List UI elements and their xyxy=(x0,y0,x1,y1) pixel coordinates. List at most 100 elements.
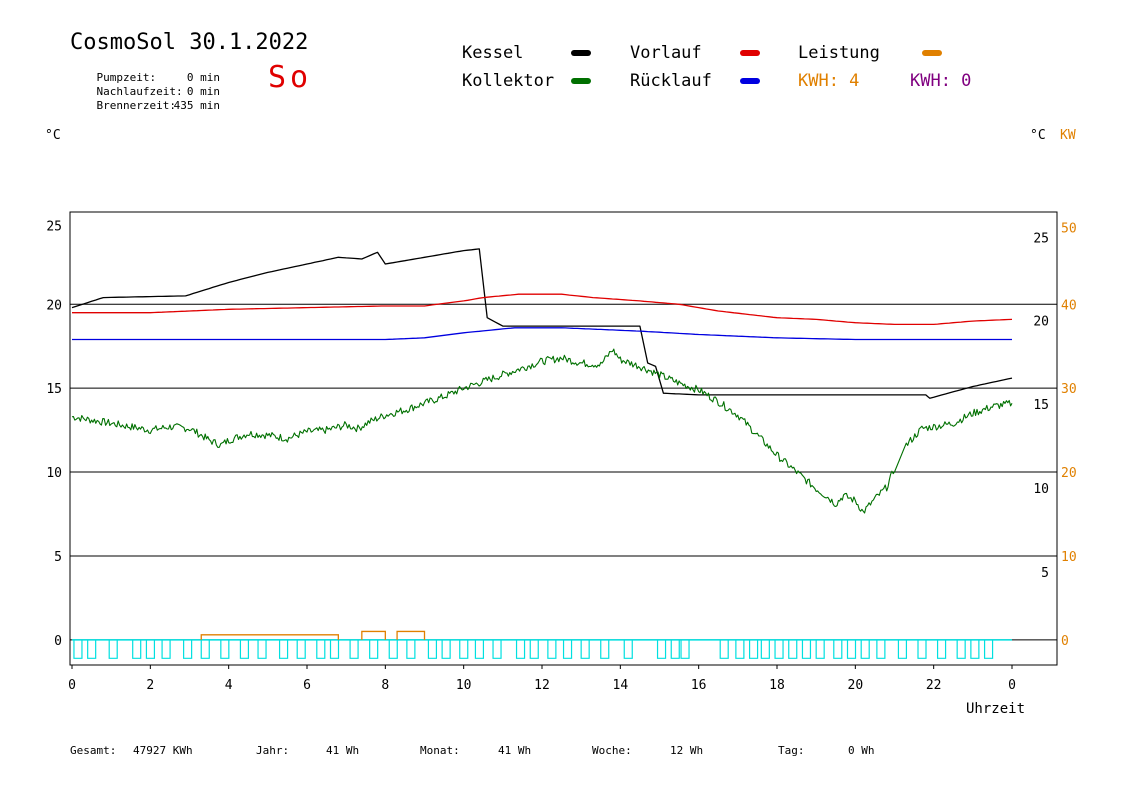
stat-nachlaufzeit: Nachlaufzeit: 0 min xyxy=(96,85,221,98)
unit-right-celsius: °C xyxy=(1030,128,1046,143)
chart-series xyxy=(71,248,1013,659)
x-tick-label: 0 xyxy=(1008,678,1016,693)
stat-label: Pumpzeit: xyxy=(96,71,157,84)
series-kessel xyxy=(71,248,1013,399)
footer-tag-label: Tag: xyxy=(778,744,805,757)
series-vorlauf xyxy=(72,293,1013,326)
footer-gesamt-label: Gesamt: xyxy=(70,744,117,757)
y-tick-right-temp: 25 xyxy=(1033,231,1049,246)
pump-pulse xyxy=(815,639,825,659)
pump-pulse xyxy=(788,639,798,659)
y-tick-right-kw: 0 xyxy=(1061,634,1069,649)
x-tick-label: 0 xyxy=(68,678,76,693)
pump-pulse xyxy=(529,639,539,659)
y-tick-right-temp: 15 xyxy=(1033,398,1049,413)
pump-pulse xyxy=(876,639,886,659)
pump-pulse xyxy=(474,639,485,659)
legend-kessel: Kessel xyxy=(462,43,524,63)
legend-kwh-second: KWH: 0 xyxy=(910,71,972,91)
y-tick-right-temp: 10 xyxy=(1033,482,1049,497)
stat-label: Brennerzeit: xyxy=(96,99,176,112)
legend-swatch-kessel xyxy=(571,50,591,56)
pump-pulse xyxy=(132,639,142,659)
footer-woche-value: 12 Wh xyxy=(670,744,704,757)
pump-pulse xyxy=(600,639,610,659)
pump-pulse xyxy=(774,639,784,659)
footer-jahr-label: Jahr: xyxy=(256,744,290,757)
pump-pulse xyxy=(296,639,306,659)
legend-swatch-vorlauf xyxy=(740,50,760,56)
pump-pulse xyxy=(917,639,927,659)
pump-pulse xyxy=(735,639,745,659)
footer-monat-label: Monat: xyxy=(420,744,460,757)
x-tick-label: 2 xyxy=(146,678,154,693)
y-tick-left: 5 xyxy=(54,550,62,565)
x-tick-label: 20 xyxy=(848,678,864,693)
pump-pulse xyxy=(183,639,193,659)
legend-ruecklauf: Rücklauf xyxy=(630,71,712,91)
pump-pulse xyxy=(239,639,250,659)
pump-pulse xyxy=(349,639,359,659)
pump-pulse xyxy=(670,639,680,659)
legend-swatch-ruecklauf xyxy=(740,78,760,84)
y-tick-left: 10 xyxy=(46,466,62,481)
pump-pulse xyxy=(441,639,451,659)
pump-pulse xyxy=(161,639,171,659)
y-tick-right-kw: 20 xyxy=(1061,466,1077,481)
pump-pulse xyxy=(87,639,97,659)
pump-pulse xyxy=(145,639,156,659)
pump-pulse xyxy=(73,639,83,659)
unit-right-kw: KW xyxy=(1060,128,1076,143)
pump-pulse xyxy=(200,639,210,659)
x-tick-label: 16 xyxy=(691,678,707,693)
pump-pulse xyxy=(897,639,908,659)
pump-pulse xyxy=(278,639,289,659)
leistung-block xyxy=(361,630,386,640)
pump-pulse xyxy=(515,639,526,659)
pump-pulse xyxy=(388,639,398,659)
x-tick-label: 12 xyxy=(534,678,550,693)
y-tick-left: 0 xyxy=(54,634,62,649)
pump-pulse xyxy=(846,639,857,659)
pump-pulse xyxy=(801,639,812,659)
pump-pulse xyxy=(760,639,770,659)
x-tick-label: 22 xyxy=(926,678,942,693)
stat-brennerzeit: Brennerzeit: 435 min xyxy=(96,99,221,112)
pump-pulse xyxy=(748,639,759,659)
x-tick-label: 18 xyxy=(769,678,785,693)
x-tick-label: 14 xyxy=(613,678,629,693)
pump-pulse xyxy=(936,639,947,659)
footer-gesamt-value: 47927 KWh xyxy=(133,744,193,757)
chart-grid xyxy=(69,211,1058,666)
y-tick-right-kw: 30 xyxy=(1061,382,1077,397)
x-tick-label: 10 xyxy=(456,678,472,693)
y-tick-left: 15 xyxy=(46,382,62,397)
pump-pulse xyxy=(220,639,230,659)
pump-pulse xyxy=(860,639,870,659)
weekday-label: So xyxy=(268,60,313,95)
page-title: CosmoSol 30.1.2022 xyxy=(70,30,309,55)
y-tick-right-kw: 40 xyxy=(1061,298,1077,313)
legend-kollektor: Kollektor xyxy=(462,71,555,91)
x-tick-label: 4 xyxy=(225,678,233,693)
y-tick-right-kw: 50 xyxy=(1061,221,1077,236)
pump-pulse xyxy=(562,639,573,659)
footer-monat-value: 41 Wh xyxy=(498,744,532,757)
legend-vorlauf: Vorlauf xyxy=(630,43,702,63)
pump-pulse xyxy=(316,639,326,659)
leistung-block xyxy=(396,630,426,640)
legend-kwh-leistung: KWH: 4 xyxy=(798,71,860,91)
y-tick-left: 20 xyxy=(46,298,62,313)
stat-pumpzeit: Pumpzeit: 0 min xyxy=(96,71,221,84)
pump-pulse xyxy=(108,639,118,659)
pump-pulse xyxy=(369,639,379,659)
pump-pulse xyxy=(623,639,633,659)
pump-pulse xyxy=(983,639,994,659)
footer-tag-value: 0 Wh xyxy=(848,744,875,757)
pump-pulse xyxy=(680,639,690,659)
pump-pulse xyxy=(406,639,416,659)
footer-jahr-value: 41 Wh xyxy=(326,744,360,757)
